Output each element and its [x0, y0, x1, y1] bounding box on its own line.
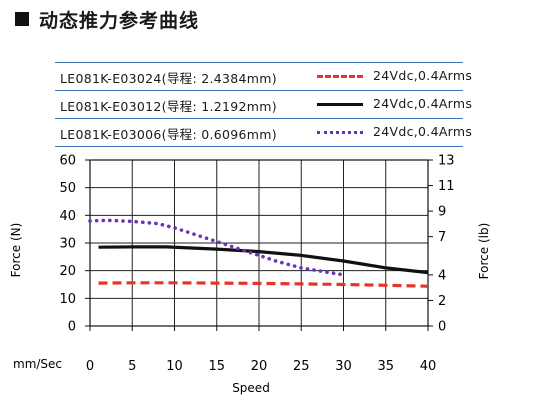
title-square-icon — [15, 12, 29, 26]
y2-tick-label: 0 — [438, 320, 446, 335]
y-tick-label: 30 — [59, 237, 76, 252]
legend-value: 24Vdc,0.4Arms — [373, 68, 473, 83]
y-tick-label: 0 — [68, 320, 76, 335]
series-line-solid — [98, 245, 429, 275]
y-tick-label: 20 — [59, 264, 76, 279]
y-tick-label: 50 — [59, 181, 76, 196]
legend-value: 24Vdc,0.4Arms — [373, 96, 473, 111]
x-tick-label: 40 — [420, 359, 437, 374]
x-tick-label: 20 — [251, 359, 268, 374]
y-axis-title: Force (N) — [9, 223, 23, 278]
legend-label: LE081K-E03024(导程: 2.4384mm) — [60, 71, 277, 86]
x-tick-label: 30 — [335, 359, 352, 374]
legend-value: 24Vdc,0.4Arms — [373, 124, 473, 139]
page-title: 动态推力参考曲线 — [15, 6, 199, 32]
y2-axis-title: Force (lb) — [477, 223, 491, 280]
y2-tick-label: 13 — [438, 154, 455, 169]
x-tick-label: 5 — [128, 359, 136, 374]
y-tick-label: 60 — [59, 154, 76, 169]
series-line-dotted — [88, 218, 346, 277]
x-tick-label: 10 — [166, 359, 183, 374]
y2-tick-label: 11 — [438, 179, 455, 194]
title-text: 动态推力参考曲线 — [39, 9, 200, 32]
legend-swatch-dotted — [317, 131, 363, 134]
y-tick-label: 40 — [59, 209, 76, 224]
legend-swatch-dashed — [317, 75, 363, 78]
legend-label: LE081K-E03006(导程: 0.6096mm) — [60, 127, 277, 142]
x-tick-label: 35 — [377, 359, 394, 374]
x-tick-label: 15 — [208, 359, 225, 374]
y2-tick-label: 9 — [438, 205, 446, 220]
y2-tick-label: 2 — [438, 294, 446, 309]
x-tick-label: 0 — [86, 359, 94, 374]
legend-table: LE081K-E03024(导程: 2.4384mm) 24Vdc,0.4Arm… — [55, 62, 472, 147]
y2-tick-label: 4 — [438, 268, 446, 283]
x-axis-title: Speed — [232, 381, 270, 395]
y2-tick-label: 7 — [438, 230, 446, 245]
x-unit-label: mm/Sec — [13, 357, 62, 371]
legend-row: LE081K-E03006(导程: 0.6096mm) 24Vdc,0.4Arm… — [55, 119, 472, 147]
y-tick-label: 10 — [59, 292, 76, 307]
legend-row: LE081K-E03012(导程: 1.2192mm) 24Vdc,0.4Arm… — [55, 91, 472, 119]
legend-swatch-solid — [317, 103, 363, 106]
x-tick-label: 25 — [293, 359, 310, 374]
series-line-dashed — [98, 281, 429, 288]
legend-row: LE081K-E03024(导程: 2.4384mm) 24Vdc,0.4Arm… — [55, 62, 472, 91]
legend-label: LE081K-E03012(导程: 1.2192mm) — [60, 99, 277, 114]
